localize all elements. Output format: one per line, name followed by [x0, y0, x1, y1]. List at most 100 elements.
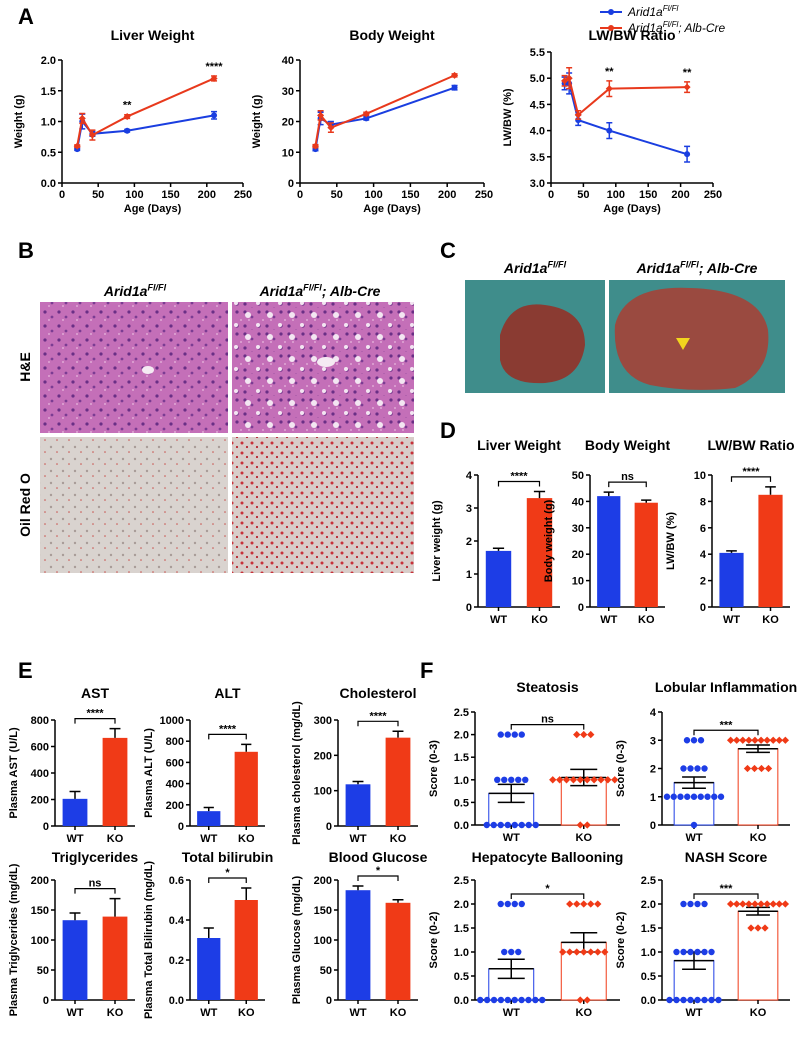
- data-point: [451, 71, 459, 79]
- chart: Total bilirubin 0.0 0.2 0.4 0.6 Plasma Total …: [143, 849, 273, 1019]
- y-tick-label: 3: [466, 503, 472, 515]
- bar: [234, 900, 258, 1000]
- data-point: [123, 113, 131, 121]
- photo-header-sup: Fl/Fl: [547, 259, 566, 269]
- data-point: [739, 900, 747, 908]
- panel-label: D: [440, 418, 456, 443]
- y-tick-label: 2.0: [454, 899, 469, 911]
- y-tick-label: 200: [166, 800, 184, 812]
- panel-label: C: [440, 238, 456, 263]
- chart: Blood Glucose 0 50 100 150 200 Plasma Glucose …: [291, 849, 428, 1019]
- data-point: [78, 114, 86, 122]
- bar: [345, 890, 371, 1000]
- chart: Liver Weight 0.0 0.5 1.0 1.5 2.0 Weight (g) 0 50…: [13, 27, 252, 215]
- chart-title: Triglycerides: [52, 849, 139, 865]
- y-tick-label: 0.5: [454, 797, 469, 809]
- x-tick-label: 0: [297, 189, 303, 201]
- y-tick-label: 600: [31, 742, 49, 754]
- data-point: [687, 996, 694, 1004]
- significance-bracket: [608, 481, 647, 488]
- bar: [737, 748, 779, 826]
- y-tick-label: 50: [572, 470, 584, 482]
- x-tick-label: 150: [401, 189, 419, 201]
- data-point: [566, 900, 574, 908]
- data-point: [504, 821, 511, 829]
- data-point: [508, 776, 515, 783]
- error-bar: [69, 790, 81, 799]
- data-point: [684, 793, 691, 800]
- y-tick-label: 1.0: [454, 947, 469, 959]
- x-tick-label: KO: [107, 833, 124, 845]
- y-axis-label: Plasma Glucose (mg/dL): [291, 875, 303, 1004]
- y-tick-label: 200: [314, 750, 332, 762]
- y-axis-label: Weight (g): [251, 94, 263, 148]
- legend-marker: [608, 9, 614, 15]
- y-tick-label: 10: [572, 576, 584, 588]
- y-tick-label: 0.0: [454, 995, 469, 1007]
- data-point: [683, 737, 691, 744]
- x-tick-label: 250: [475, 189, 493, 201]
- photo-header: Arid1aFl/Fl; Alb-Cre: [636, 259, 758, 276]
- x-tick-label: 200: [438, 189, 456, 201]
- y-tick-label: 20: [572, 549, 584, 561]
- significance: **: [683, 67, 692, 79]
- x-tick-label: KO: [390, 1007, 407, 1019]
- error-bar: [641, 499, 652, 503]
- x-tick-label: 50: [92, 189, 104, 201]
- data-point: [211, 112, 218, 119]
- y-tick-label: 1.0: [454, 775, 469, 787]
- x-tick-label: 50: [577, 189, 589, 201]
- data-point: [606, 127, 613, 134]
- y-tick-label: 0: [288, 178, 294, 190]
- x-tick-label: WT: [66, 833, 83, 845]
- x-tick-label: WT: [503, 832, 520, 844]
- significance-bracket: [510, 893, 585, 899]
- bar: [385, 737, 411, 826]
- data-point: [701, 900, 708, 908]
- row-header: Oil Red O: [17, 473, 33, 537]
- panel-label: B: [18, 238, 34, 263]
- x-tick-label: WT: [600, 614, 617, 626]
- error-bar: [726, 550, 737, 553]
- error-bar: [352, 885, 364, 891]
- data-point: [580, 730, 588, 739]
- data-point: [504, 996, 512, 1004]
- y-tick-label: 0: [178, 821, 184, 833]
- chart: Body Weight 0 10 20 30 40 Weight (g) 0 50 100 150 2…: [251, 27, 493, 215]
- data-point: [501, 948, 508, 956]
- data-point: [327, 124, 335, 132]
- data-point: [518, 900, 525, 908]
- data-point: [733, 736, 741, 744]
- data-point: [764, 764, 773, 773]
- y-tick-label: 0: [326, 821, 332, 833]
- y-axis-label: Weight (g): [13, 94, 25, 148]
- data-point: [750, 764, 759, 773]
- x-tick-label: WT: [349, 1007, 366, 1019]
- data-point: [587, 948, 595, 956]
- data-point: [497, 996, 505, 1004]
- x-tick-label: KO: [750, 1007, 767, 1019]
- data-point: [701, 948, 708, 956]
- x-tick-label: 200: [671, 189, 689, 201]
- y-tick-label: 1.0: [41, 117, 56, 129]
- x-tick-label: KO: [238, 1007, 255, 1019]
- y-axis-label: LW/BW (%): [665, 512, 677, 570]
- y-tick-label: 150: [31, 905, 49, 917]
- data-point: [605, 85, 613, 93]
- significance: ns: [541, 714, 554, 726]
- data-point: [701, 765, 708, 772]
- series-line: [76, 77, 215, 147]
- data-point: [694, 765, 701, 772]
- y-tick-label: 30: [282, 86, 294, 98]
- data-point: [559, 948, 567, 956]
- data-point: [317, 111, 325, 119]
- photo-header: Arid1aFl/Fl: [503, 259, 567, 276]
- data-point: [747, 924, 755, 932]
- data-point: [508, 948, 515, 956]
- y-axis-label: Plasma cholesterol (mg/dL): [291, 701, 303, 845]
- y-tick-label: 50: [320, 965, 332, 977]
- x-tick-label: 250: [234, 189, 252, 201]
- data-point: [494, 776, 501, 783]
- data-point: [576, 821, 584, 829]
- significance: *: [376, 865, 381, 877]
